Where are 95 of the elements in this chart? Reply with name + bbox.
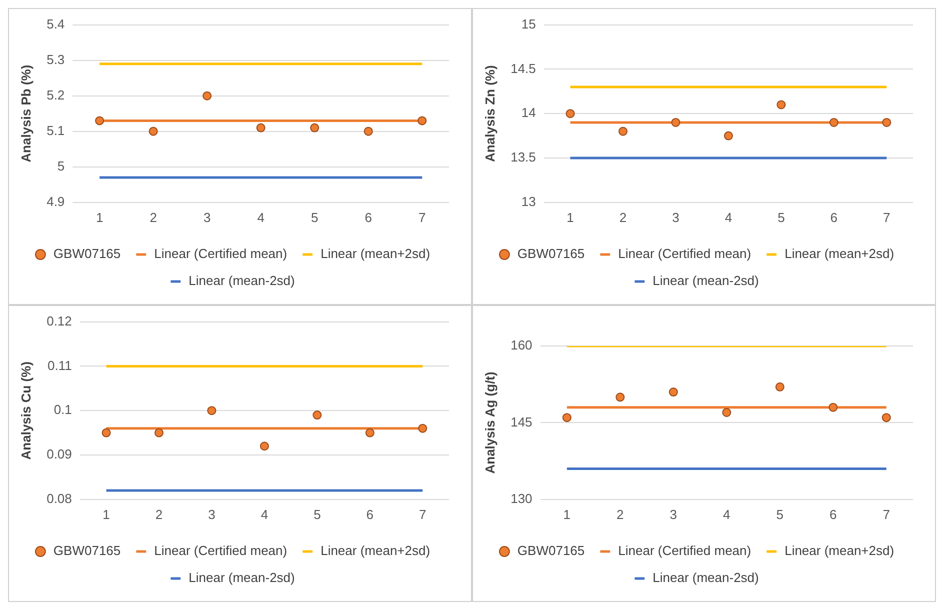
x-tick-label: 4 — [257, 210, 264, 225]
x-tick-label: 7 — [418, 210, 426, 225]
y-tick-label: 0.1 — [54, 402, 72, 418]
y-tick-label: 0.08 — [46, 490, 72, 506]
legend-label: Linear (mean-2sd) — [652, 273, 759, 288]
x-tick-label: 5 — [314, 506, 321, 522]
x-tick-label: 1 — [563, 506, 571, 522]
x-tick-label: 2 — [619, 210, 627, 225]
y-tick-label: 5.2 — [46, 87, 65, 102]
legend-label: Linear (mean+2sd) — [320, 246, 430, 262]
x-tick-label: 7 — [419, 506, 426, 522]
point — [562, 413, 572, 422]
legend-label: Linear (Certified mean) — [154, 246, 288, 262]
point — [260, 442, 269, 451]
y-tick-label: 5.1 — [46, 122, 65, 138]
x-tick-label: 3 — [203, 210, 211, 225]
point — [616, 392, 625, 402]
point — [724, 131, 733, 140]
point — [148, 126, 158, 136]
x-tick-label: 2 — [616, 506, 624, 522]
x-tick-label: 2 — [150, 210, 157, 225]
point — [364, 126, 373, 136]
point — [882, 118, 892, 127]
x-tick-label: 1 — [566, 210, 574, 225]
x-tick-label: 7 — [882, 506, 890, 522]
y-tick-label: 145 — [510, 414, 532, 430]
y-axis-title: Analysis Cu (%) — [18, 361, 34, 460]
x-tick-label: 5 — [778, 210, 785, 225]
legend-label: GBW07165 — [53, 543, 121, 558]
x-tick-label: 4 — [724, 210, 732, 225]
point — [102, 428, 111, 438]
y-tick-label: 15 — [521, 16, 536, 32]
x-tick-label: 6 — [830, 210, 838, 225]
y-tick-label: 5.4 — [46, 16, 65, 32]
point — [95, 116, 104, 126]
point — [365, 428, 374, 438]
x-tick-label: 6 — [830, 506, 837, 522]
x-tick-label: 1 — [96, 210, 104, 225]
point — [312, 410, 322, 420]
y-axis-title: Analysis Ag (g/t) — [482, 372, 498, 474]
point — [829, 118, 838, 127]
x-tick-label: 3 — [208, 506, 216, 522]
x-tick-label: 5 — [310, 210, 318, 225]
x-tick-label: 6 — [364, 210, 372, 225]
point — [668, 388, 678, 397]
y-tick-label: 13.5 — [510, 150, 536, 165]
point — [722, 408, 732, 417]
y-axis-title: Analysis Pb (%) — [18, 64, 34, 162]
legend-label: GBW07165 — [517, 246, 585, 262]
point — [418, 424, 428, 433]
point — [776, 100, 786, 110]
point — [618, 126, 628, 136]
legend-label: Linear (mean-2sd) — [188, 273, 295, 288]
y-tick-label: 4.9 — [46, 194, 65, 209]
y-tick-label: 0.12 — [46, 313, 72, 328]
point — [566, 109, 575, 118]
x-tick-label: 7 — [883, 210, 890, 225]
legend-label: Linear (mean-2sd) — [652, 570, 759, 586]
y-axis-title: Analysis Zn (%) — [482, 65, 498, 162]
point — [154, 428, 164, 438]
x-tick-label: 4 — [260, 506, 268, 522]
y-tick-label: 0.09 — [46, 446, 72, 462]
x-tick-label: 3 — [672, 210, 680, 225]
point — [207, 406, 216, 416]
x-tick-label: 6 — [366, 506, 374, 522]
legend-label: Linear (mean+2sd) — [784, 543, 894, 558]
legend-label: GBW07165 — [517, 543, 585, 558]
x-tick-label: 4 — [723, 506, 730, 522]
y-tick-label: 14.5 — [510, 60, 536, 76]
y-tick-label: 14 — [521, 105, 536, 120]
legend-label: Linear (Certified mean) — [618, 246, 752, 262]
y-tick-label: 5.3 — [46, 52, 65, 67]
point — [775, 382, 784, 392]
y-tick-label: 0.11 — [48, 358, 72, 373]
y-tick-label: 13 — [521, 194, 536, 209]
x-tick-label: 1 — [102, 506, 110, 522]
legend-label: Linear (mean-2sd) — [188, 570, 295, 586]
point — [256, 123, 266, 132]
point — [202, 91, 212, 100]
y-tick-label: 5 — [57, 158, 65, 174]
point — [882, 413, 891, 422]
point — [828, 402, 838, 412]
legend-label: Linear (mean+2sd) — [320, 543, 430, 558]
y-tick-label: 160 — [510, 338, 532, 353]
legend-label: Linear (Certified mean) — [618, 543, 752, 558]
legend-label: GBW07165 — [53, 246, 121, 262]
x-tick-label: 2 — [155, 506, 163, 522]
x-tick-label: 3 — [670, 506, 678, 522]
point — [418, 116, 427, 126]
legend-label: Linear (Certified mean) — [154, 543, 288, 558]
y-tick-label: 130 — [510, 490, 532, 506]
point — [310, 123, 320, 132]
legend-label: Linear (mean+2sd) — [784, 246, 894, 262]
point — [671, 118, 680, 127]
x-tick-label: 5 — [776, 506, 784, 522]
